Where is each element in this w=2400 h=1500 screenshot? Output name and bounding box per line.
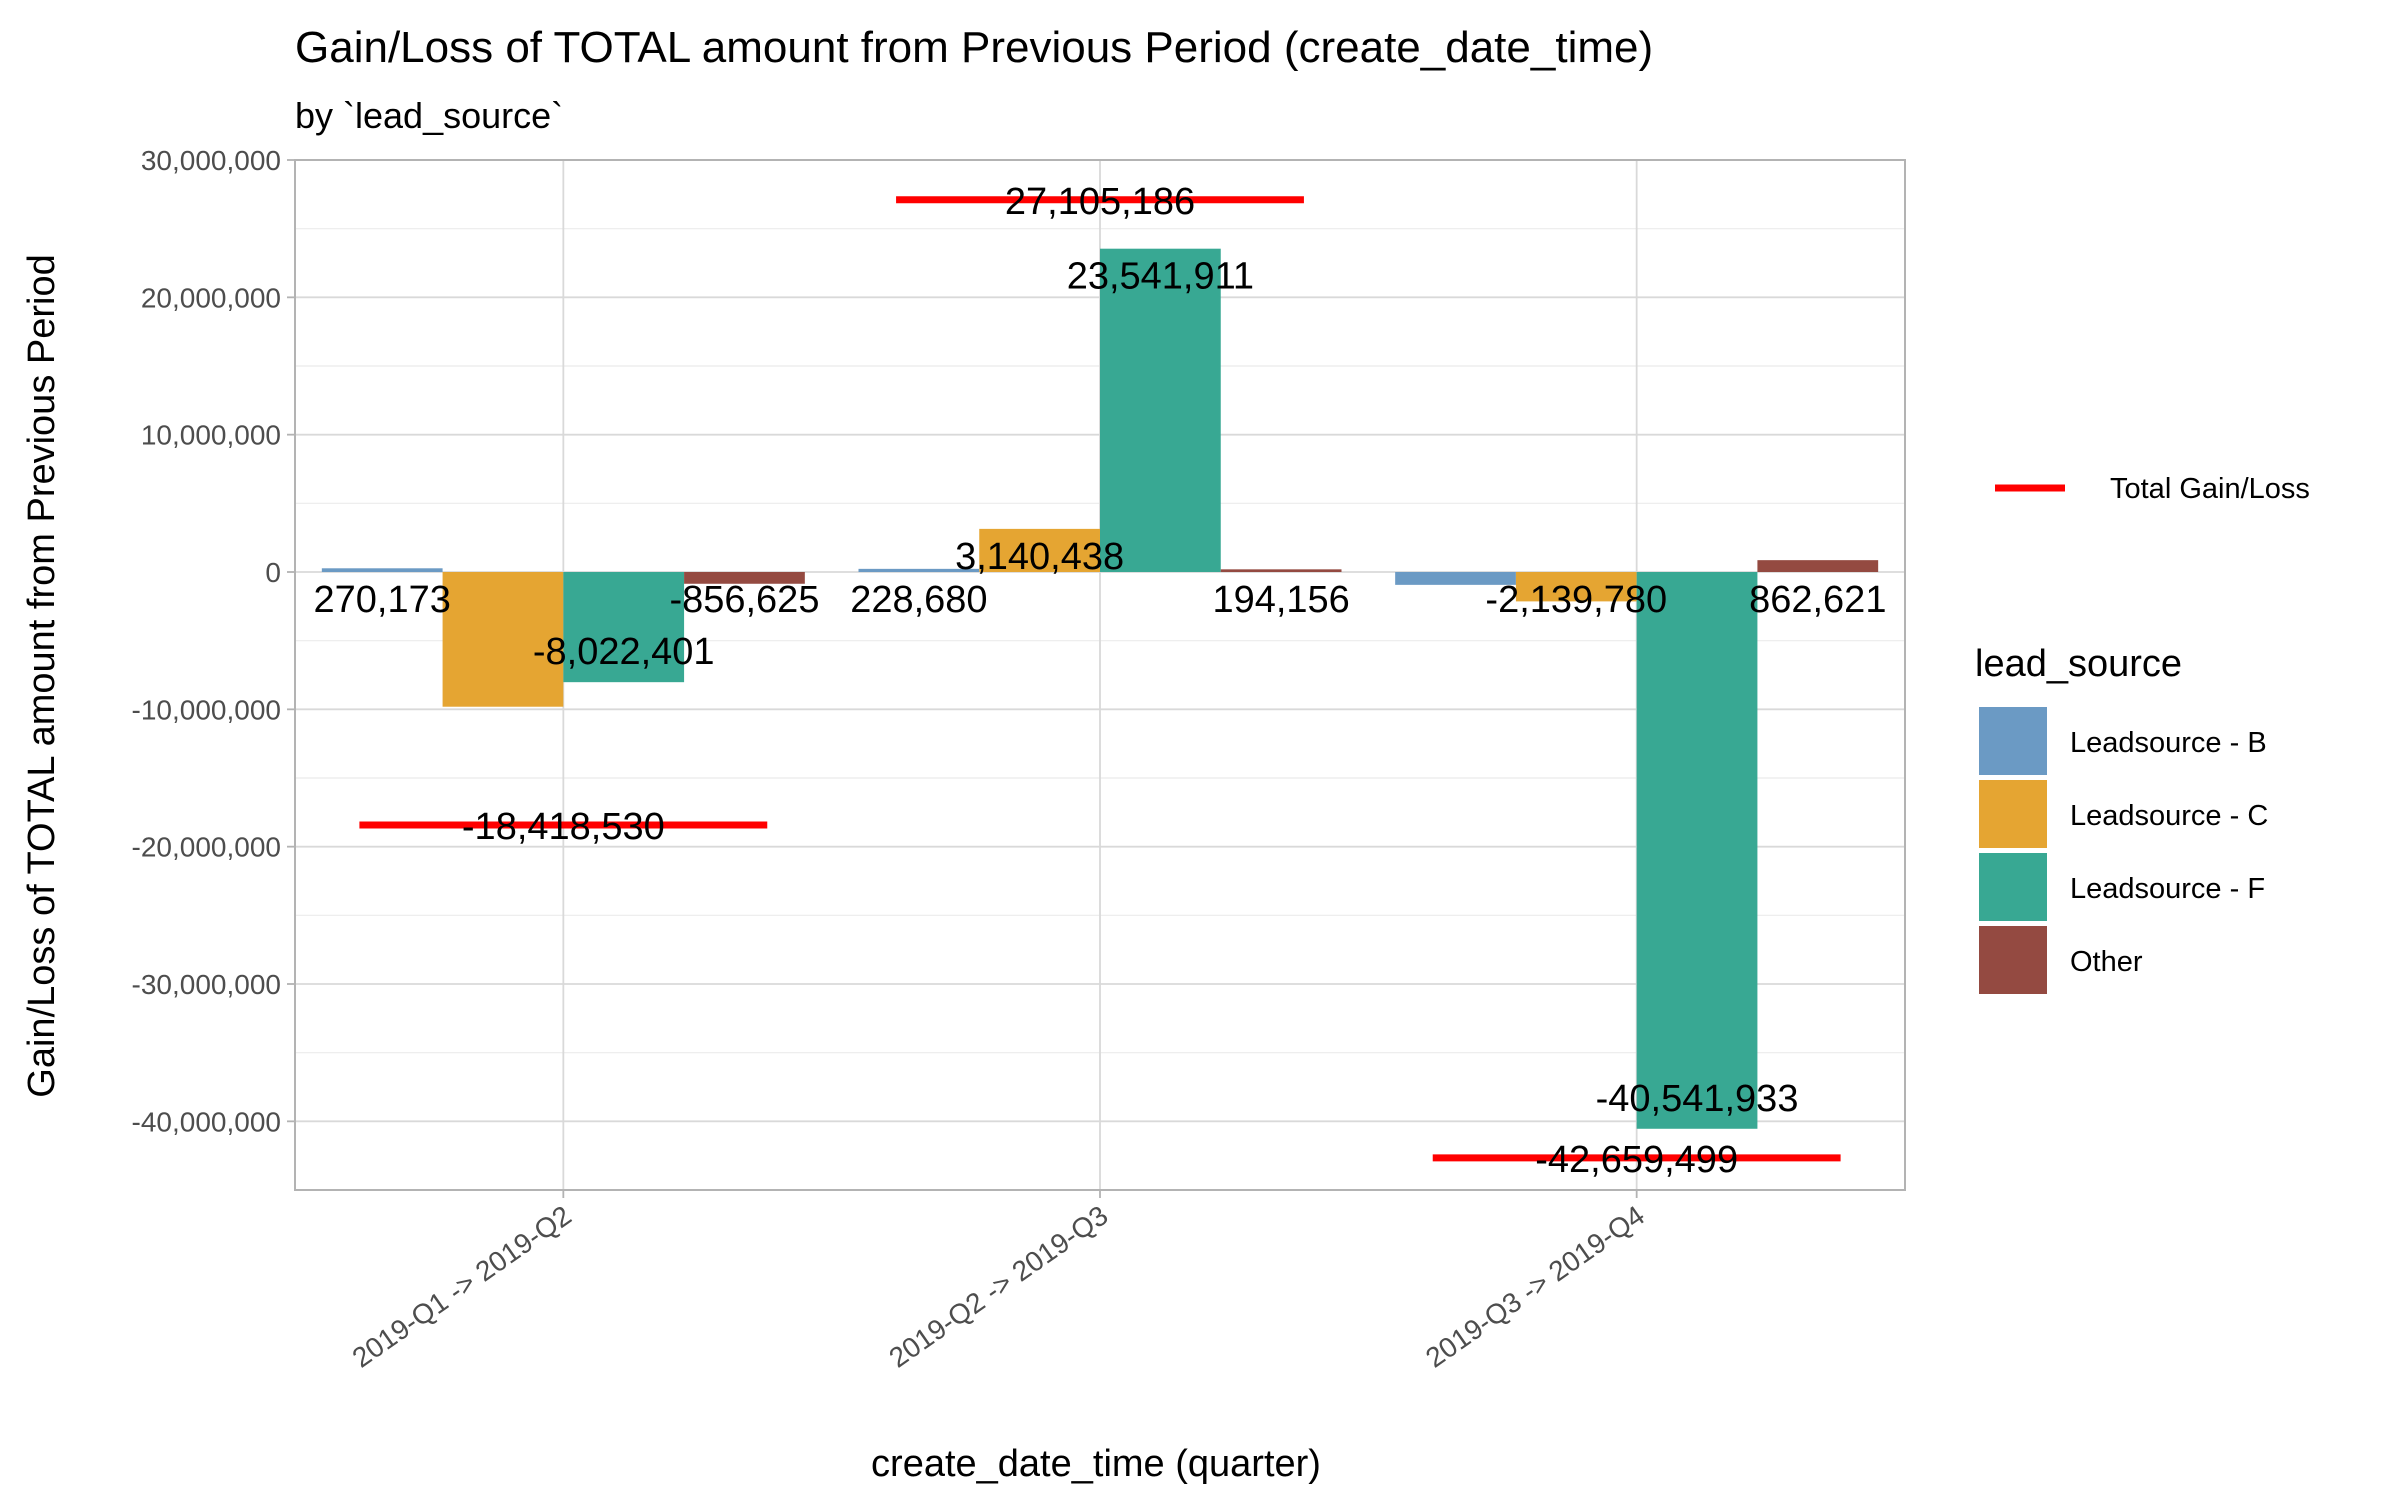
y-tick-label: 30,000,000 [141, 145, 281, 176]
bar-leadsource-b-1 [321, 568, 443, 572]
x-tick-label: 2019-Q3 -> 2019-Q4 [1420, 1200, 1650, 1374]
plot-border [294, 159, 1906, 1191]
legend-key-4 [1977, 924, 2049, 996]
x-tick-label: 2019-Q1 -> 2019-Q2 [347, 1200, 577, 1374]
legend-item-label: Leadsource - C [2070, 800, 2268, 832]
y-tick-label: 10,000,000 [141, 420, 281, 451]
x-axis-title: create_date_time (quarter) [871, 1443, 1321, 1485]
plot-area: -40,000,000 -30,000,000 -20,000,000 -10,000… [132, 145, 1906, 1374]
bar-data-label: 3,140,438 [955, 536, 1124, 578]
bar-data-label: 270,173 [314, 579, 451, 621]
total-data-label: -42,659,499 [1535, 1139, 1738, 1181]
legend-total-label: Total Gain/Loss [2110, 473, 2310, 505]
legend: Total Gain/Loss lead_source Leadsource - B… [1975, 473, 2310, 996]
bar-leadsource-c-3 [1515, 572, 1637, 602]
bar-data-label: -40,541,933 [1596, 1078, 1799, 1120]
bar-data-label: 23,541,911 [1067, 256, 1254, 298]
bar-leadsource-c-1 [442, 572, 564, 707]
y-tick-label: -40,000,000 [132, 1106, 281, 1137]
y-tick-label: -30,000,000 [132, 969, 281, 1000]
y-tick-label: -10,000,000 [132, 694, 281, 725]
bar-leadsource-c-2 [979, 528, 1100, 572]
y-axis-title: Gain/Loss of TOTAL amount from Previous … [21, 254, 63, 1097]
bar-data-label: -2,139,780 [1485, 579, 1667, 621]
legend-key-3 [1977, 851, 2049, 923]
y-tick-label: 20,000,000 [141, 282, 281, 313]
bar-other-2 [1220, 569, 1342, 572]
bar-leadsource-f-1 [563, 572, 685, 683]
bar-other-1 [684, 572, 805, 584]
total-data-label: 27,105,186 [1005, 181, 1195, 223]
legend-title: lead_source [1975, 643, 2182, 685]
legend-item-label: Other [2070, 946, 2143, 978]
bar-leadsource-b-2 [858, 568, 980, 572]
legend-key-2 [1977, 778, 2049, 850]
y-tick-label: 0 [265, 557, 281, 588]
chart-title: Gain/Loss of TOTAL amount from Previous … [295, 23, 1653, 72]
bar-data-label: 228,680 [850, 579, 987, 621]
bar-leadsource-f-2 [1100, 248, 1221, 572]
bar-other-3 [1757, 560, 1879, 572]
bar-leadsource-f-3 [1636, 572, 1758, 1129]
bar-leadsource-b-3 [1395, 572, 1516, 585]
bar-data-label: 194,156 [1212, 579, 1349, 621]
bar-data-label: -8,022,401 [533, 631, 715, 673]
legend-key-1 [1977, 705, 2049, 777]
bar-data-label: 862,621 [1749, 579, 1886, 621]
bar-data-label: -856,625 [669, 579, 819, 621]
total-data-label: -18,418,530 [462, 806, 665, 848]
chart-subtitle: by `lead_source` [295, 95, 563, 136]
x-tick-label: 2019-Q2 -> 2019-Q3 [883, 1200, 1113, 1374]
y-tick-label: -20,000,000 [132, 832, 281, 863]
legend-item-label: Leadsource - B [2070, 727, 2267, 759]
legend-item-label: Leadsource - F [2070, 873, 2265, 905]
